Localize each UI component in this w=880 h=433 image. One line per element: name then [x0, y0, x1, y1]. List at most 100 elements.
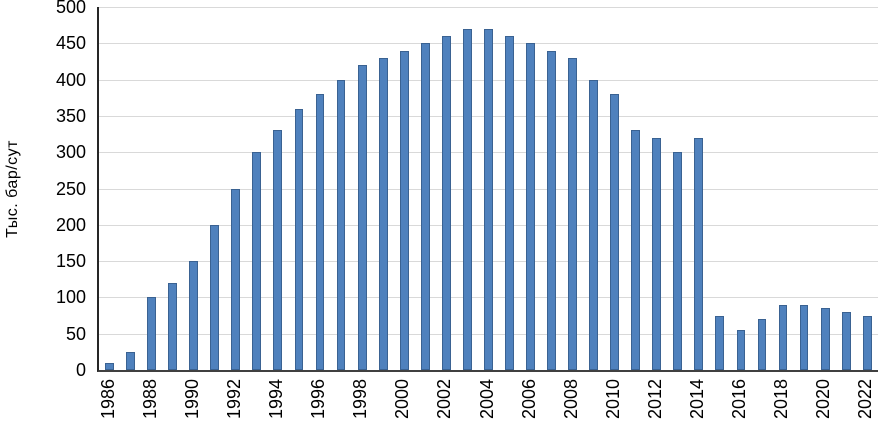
x-tick-label-2008: 2008 — [560, 379, 581, 420]
bar-slot-1997 — [331, 7, 352, 370]
bar-1993 — [252, 152, 262, 370]
bar-slot-2007 — [541, 7, 562, 370]
bar-slot-1996 — [309, 7, 330, 370]
bar-2017 — [757, 319, 767, 370]
x-tick-label-2000: 2000 — [392, 379, 413, 420]
bar-slot-1993 — [246, 7, 267, 370]
y-axis-tick-labels: 0 50 100 150 200 250 300 350 400 450 500 — [0, 0, 86, 379]
bar-2015 — [715, 315, 725, 370]
bar-2009 — [589, 79, 599, 370]
bar-slot-1986 — [99, 7, 120, 370]
bar-slot-2010 — [604, 7, 625, 370]
bar-slot-2015 — [709, 7, 730, 370]
bar-slot-2021 — [836, 7, 857, 370]
bar-slot-2016 — [730, 7, 751, 370]
x-tick-label-2018: 2018 — [771, 379, 792, 420]
bar-2001 — [420, 43, 430, 370]
y-tick-label-50: 50 — [65, 323, 86, 344]
bar-1997 — [336, 79, 346, 370]
plot-area — [97, 7, 878, 372]
bar-slot-2001 — [415, 7, 436, 370]
bar-1989 — [168, 282, 178, 370]
x-tick-label-2022: 2022 — [855, 379, 876, 420]
bar-slot-2019 — [794, 7, 815, 370]
bar-slot-1999 — [373, 7, 394, 370]
gridline-500 — [99, 7, 878, 8]
y-tick-label-250: 250 — [55, 178, 86, 199]
y-tick-label-0: 0 — [75, 360, 86, 380]
bar-slot-2005 — [499, 7, 520, 370]
x-tick-label-2004: 2004 — [476, 379, 497, 420]
bar-2014 — [694, 137, 704, 370]
bar-2016 — [736, 330, 746, 370]
x-tick-label-1986: 1986 — [97, 379, 118, 420]
x-tick-label-2020: 2020 — [813, 379, 834, 420]
bar-slot-1987 — [120, 7, 141, 370]
bar-2019 — [799, 304, 809, 370]
y-tick-label-200: 200 — [55, 214, 86, 235]
bar-slot-2018 — [773, 7, 794, 370]
y-tick-label-300: 300 — [55, 142, 86, 163]
bar-slot-1991 — [204, 7, 225, 370]
x-tick-label-1998: 1998 — [350, 379, 371, 420]
bar-1986 — [105, 362, 114, 370]
bar-slot-2022 — [857, 7, 878, 370]
bar-2012 — [652, 137, 662, 370]
bar-1988 — [147, 297, 157, 370]
bar-slot-2020 — [815, 7, 836, 370]
x-tick-label-2012: 2012 — [644, 379, 665, 420]
bar-2002 — [441, 36, 451, 370]
bar-slot-2006 — [520, 7, 541, 370]
bar-1999 — [378, 57, 388, 370]
x-tick-label-2010: 2010 — [602, 379, 623, 420]
bar-slot-1989 — [162, 7, 183, 370]
bar-2008 — [568, 57, 577, 370]
bar-1990 — [189, 261, 199, 370]
bar-2021 — [841, 311, 851, 370]
bar-slot-2017 — [751, 7, 772, 370]
bar-slot-2013 — [667, 7, 688, 370]
x-tick-label-2006: 2006 — [518, 379, 539, 420]
bar-1998 — [357, 65, 367, 370]
x-axis-tick-labels: 1986 1988 1990 1992 1994 1996 1998 2000 2002 2004… — [97, 377, 876, 433]
bar-slot-2000 — [394, 7, 415, 370]
bar-2022 — [862, 315, 872, 370]
bar-2005 — [505, 36, 514, 370]
bar-series — [99, 7, 878, 370]
bar-slot-1998 — [352, 7, 373, 370]
x-tick-label-2002: 2002 — [434, 379, 455, 420]
bar-2006 — [526, 43, 535, 370]
bar-slot-2012 — [646, 7, 667, 370]
bar-slot-2011 — [625, 7, 646, 370]
y-tick-label-350: 350 — [55, 105, 86, 126]
bar-slot-2004 — [478, 7, 499, 370]
y-tick-label-400: 400 — [55, 69, 86, 90]
x-tick-label-1990: 1990 — [181, 379, 202, 420]
bar-2003 — [462, 28, 472, 370]
bar-slot-2002 — [436, 7, 457, 370]
y-tick-label-450: 450 — [55, 33, 86, 54]
x-tick-label-1994: 1994 — [265, 379, 286, 420]
bar-1995 — [294, 108, 304, 370]
y-tick-label-500: 500 — [55, 0, 86, 17]
x-tick-label-1988: 1988 — [139, 379, 160, 420]
bar-1996 — [315, 94, 325, 370]
bar-1987 — [126, 351, 135, 370]
bar-2004 — [483, 28, 493, 370]
bar-slot-2014 — [688, 7, 709, 370]
bar-2013 — [673, 152, 683, 370]
bar-2011 — [631, 130, 641, 370]
bar-2020 — [820, 308, 830, 370]
bar-1994 — [273, 130, 283, 370]
bar-slot-1992 — [225, 7, 246, 370]
bar-slot-2008 — [562, 7, 583, 370]
x-tick-label-2014: 2014 — [687, 379, 708, 420]
y-tick-label-150: 150 — [55, 251, 86, 272]
bar-1992 — [231, 188, 241, 370]
bar-2018 — [778, 304, 788, 370]
bar-slot-1995 — [288, 7, 309, 370]
bar-slot-2003 — [457, 7, 478, 370]
x-tick-label-1992: 1992 — [223, 379, 244, 420]
bar-slot-1988 — [141, 7, 162, 370]
